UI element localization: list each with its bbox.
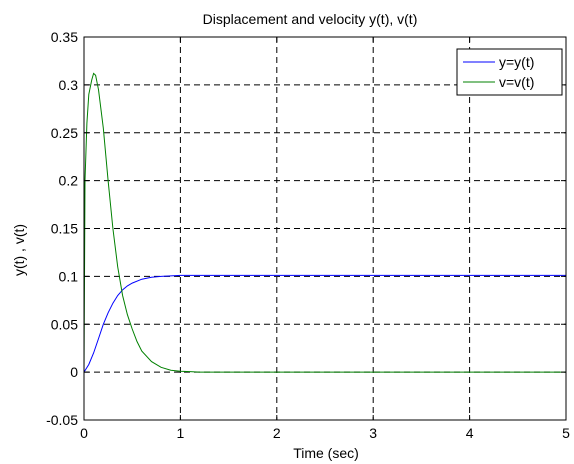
x-tick-label: 2	[273, 425, 281, 441]
x-tick-label: 5	[562, 425, 570, 441]
chart-title: Displacement and velocity y(t), v(t)	[203, 11, 418, 27]
legend-label: v=v(t)	[499, 74, 534, 90]
x-tick-label: 0	[80, 425, 88, 441]
y-tick-label: 0.3	[59, 77, 79, 93]
series-line-v	[83, 72, 566, 373]
x-tick-label: 4	[466, 425, 474, 441]
y-tick-label: 0.25	[51, 125, 78, 141]
y-tick-label: 0.2	[59, 173, 79, 189]
x-axis-label: Time (sec)	[293, 445, 359, 461]
y-tick-label: 0	[70, 364, 78, 380]
legend: y=y(t) v=v(t)	[456, 48, 563, 96]
y-tick-label: 0.35	[51, 29, 78, 45]
y-axis-label: y(t) , v(t)	[11, 224, 27, 276]
legend-box	[456, 48, 563, 96]
legend-label: y=y(t)	[499, 54, 534, 70]
series-line-y	[83, 274, 566, 373]
series-group	[83, 72, 566, 373]
y-tick-label: -0.05	[46, 412, 78, 428]
y-tick-label: 0.1	[59, 268, 79, 284]
y-tick-label: 0.15	[51, 221, 78, 237]
x-tick-label: 1	[177, 425, 185, 441]
y-tick-label: 0.05	[51, 316, 78, 332]
x-tick-label: 3	[369, 425, 377, 441]
